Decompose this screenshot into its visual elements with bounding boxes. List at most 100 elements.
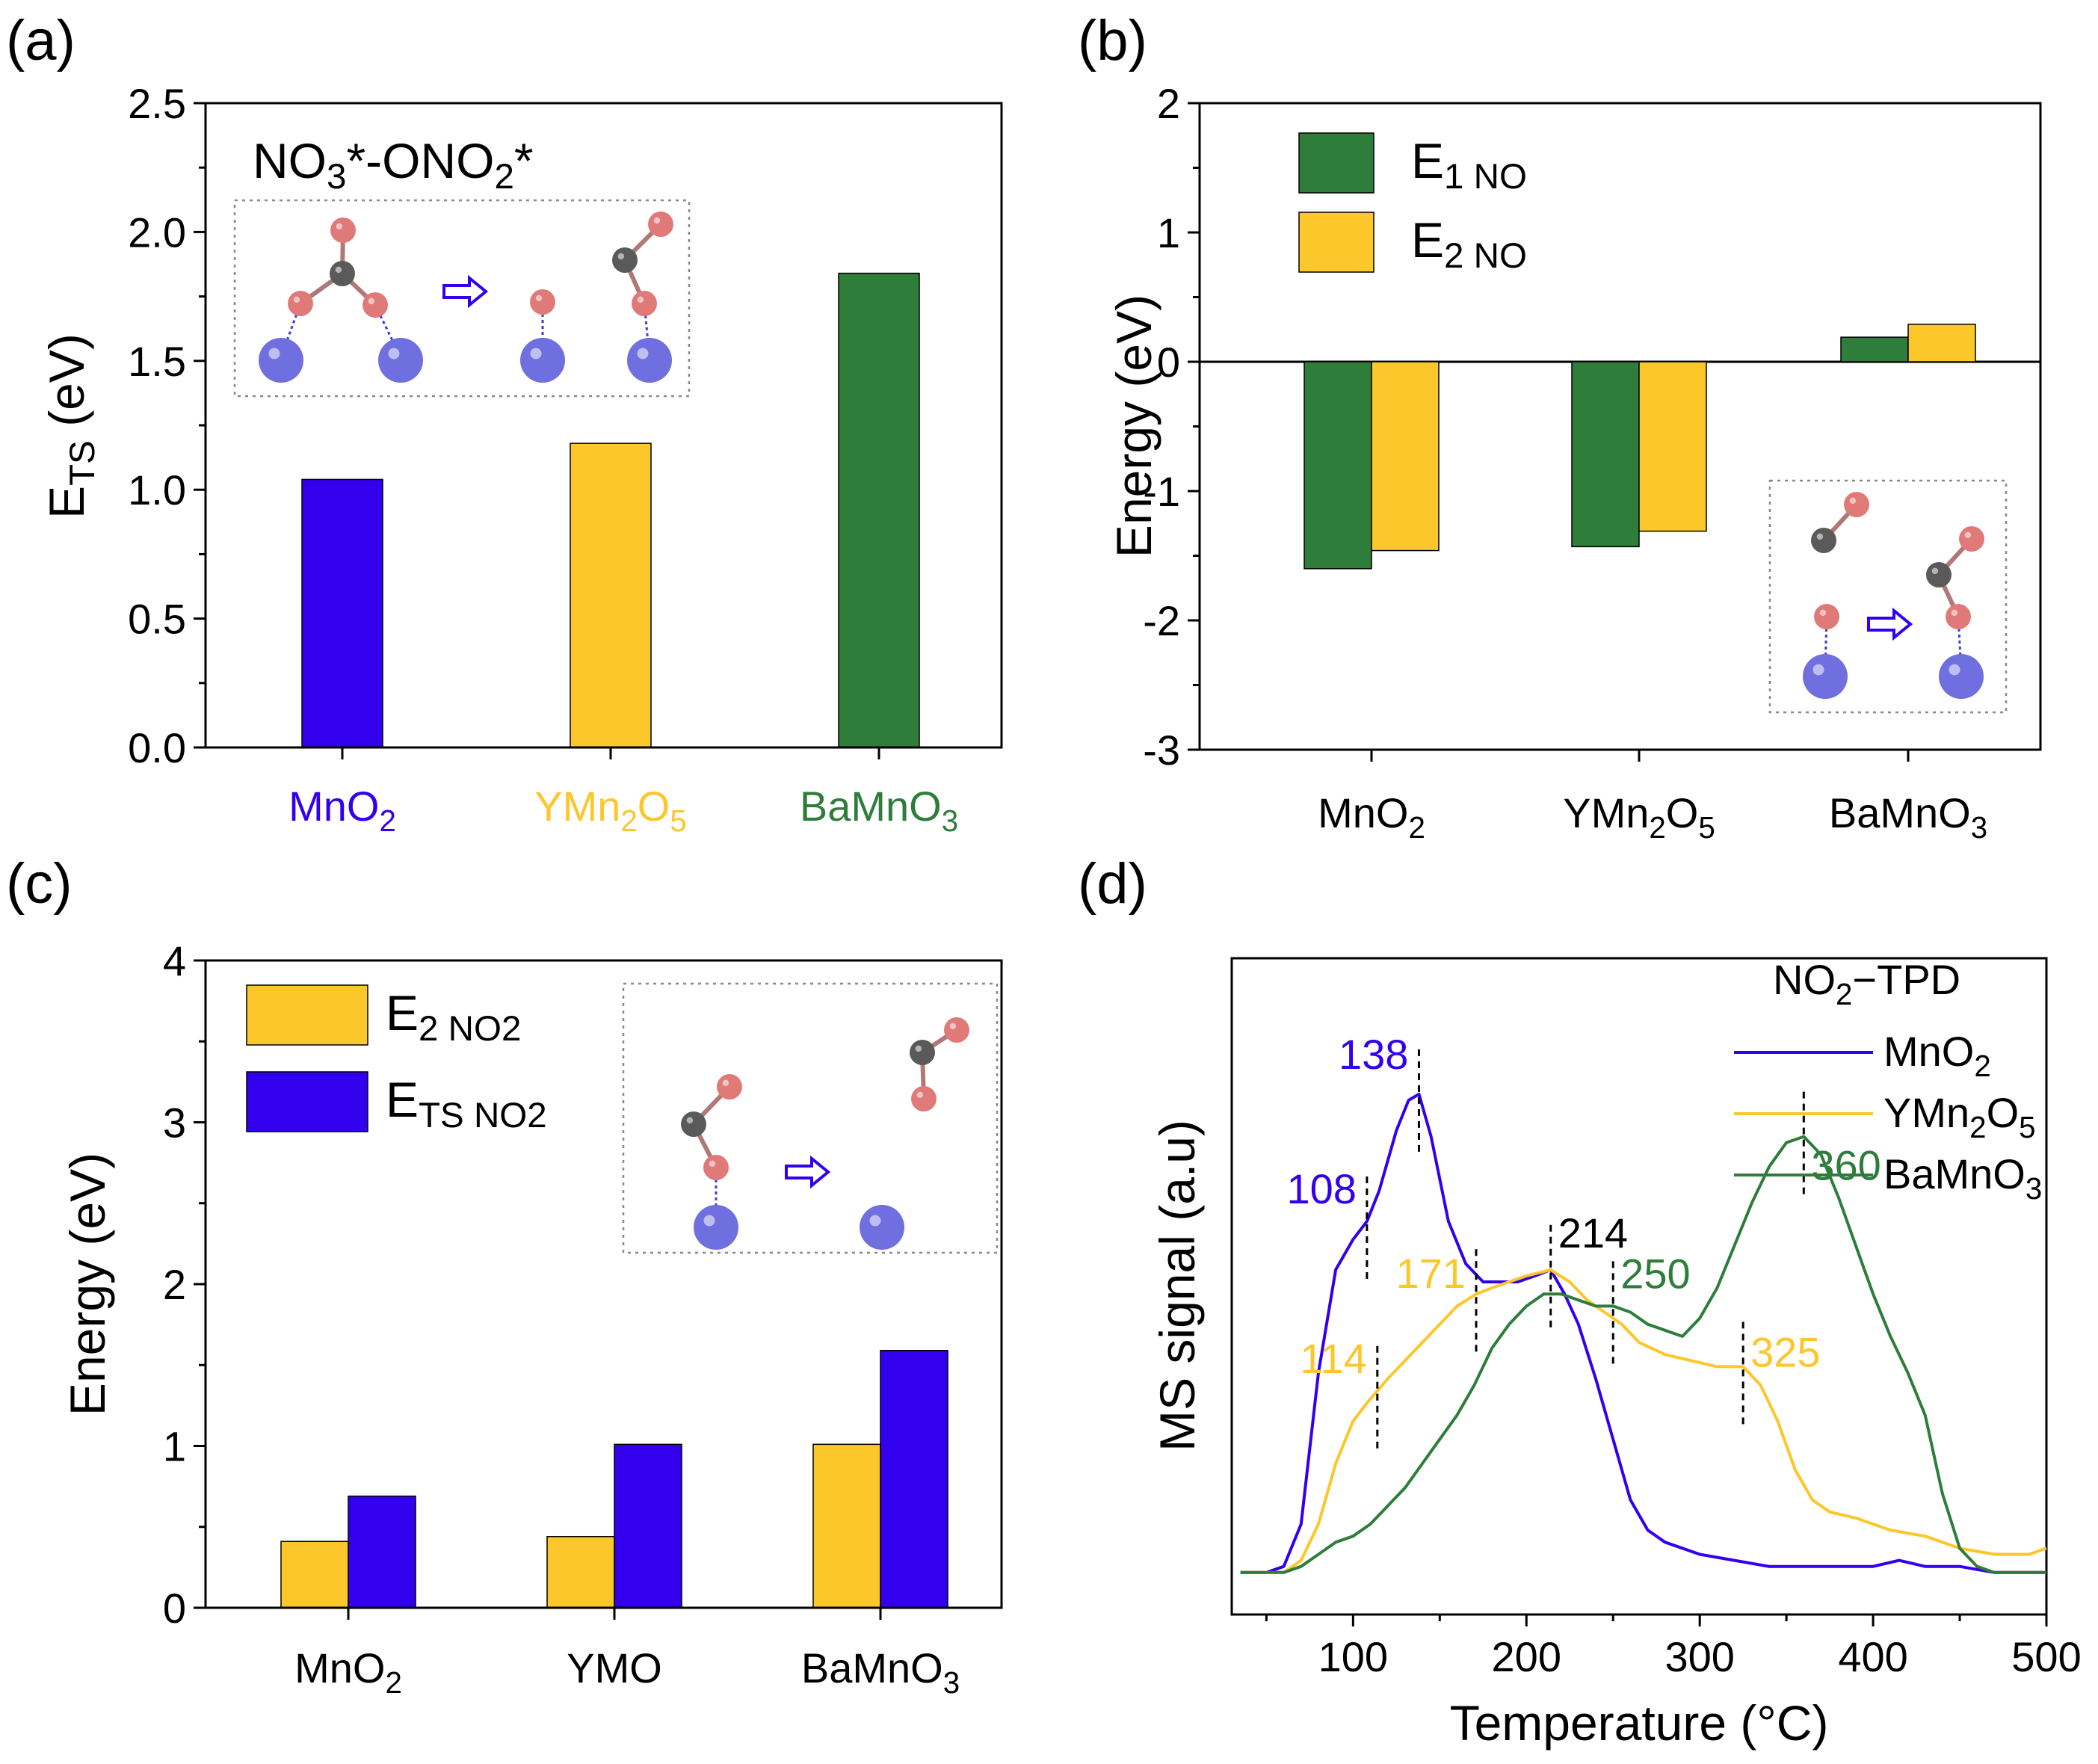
- c-o-atom: [717, 1074, 742, 1100]
- b-inset-box: [1768, 479, 2008, 714]
- bar-E2-NO2-MnO2: [280, 1541, 349, 1609]
- a-o-atom-shine: [653, 217, 661, 224]
- d-xtick-label: 300: [1664, 1633, 1734, 1680]
- d-axes-frame: [1230, 957, 2048, 1616]
- line-series-MnO2: [1240, 1092, 2046, 1574]
- c-metal-atom-shine: [703, 1215, 715, 1227]
- bar-MnO2: [301, 478, 383, 748]
- a-o-atom: [632, 291, 657, 316]
- bar-ETS-NO2-BaMnO3: [880, 1350, 948, 1609]
- b-o-atom: [1959, 526, 1984, 552]
- d-legend-label: BaMnO3: [1883, 1150, 2042, 1206]
- bar-E1-NO-YMn2O5: [1571, 361, 1640, 548]
- b-n-atom: [1926, 562, 1952, 588]
- a-y-axis-title: ETS (eV): [39, 333, 102, 519]
- d-xtick-label: 200: [1492, 1633, 1561, 1680]
- panel-label-b: (b): [1078, 9, 1147, 73]
- a-o-atom: [288, 291, 313, 316]
- c-n-atom-shine: [686, 1117, 694, 1124]
- b-legend-label: E1 NO: [1411, 133, 1527, 197]
- a-inset-box: [233, 199, 691, 398]
- a-ytick-label: 2.0: [128, 209, 186, 256]
- d-peak-label-360: 360: [1811, 1142, 1881, 1189]
- c-legend-label: ETS NO2: [386, 1072, 547, 1135]
- a-o-atom-shine: [293, 296, 300, 303]
- c-o-atom-shine: [916, 1091, 924, 1099]
- d-legend-label: MnO2: [1883, 1028, 1991, 1083]
- c-legend-swatch: [246, 984, 368, 1046]
- c-metal-atom-shine: [869, 1215, 881, 1227]
- b-o-atom-shine: [1849, 497, 1857, 505]
- d-xtick-label: 500: [2011, 1633, 2081, 1680]
- b-o-atom-shine: [1964, 531, 1972, 539]
- c-ytick-label: 4: [163, 937, 186, 984]
- c-o-atom-shine: [722, 1079, 729, 1087]
- a-metal-atom: [627, 338, 672, 383]
- x-label-YMn2O5: YMn2O5: [534, 783, 687, 838]
- line-series-YMn2O5: [1240, 1268, 2047, 1574]
- panel-d: (d) 100 200 300 400 500 Temperature (°C) MS sig…: [1078, 852, 2082, 1751]
- b-arrow-icon: [1867, 607, 1913, 641]
- a-o-atom: [330, 218, 356, 243]
- a-o-atom: [530, 289, 555, 315]
- a-o-atom-shine: [637, 296, 644, 303]
- a-metal-atom-shine: [530, 348, 542, 360]
- a-metal-atom: [520, 338, 565, 383]
- c-o-atom: [703, 1155, 729, 1180]
- a-arrow-icon: [442, 274, 489, 309]
- bar-E1-NO-BaMnO3: [1840, 336, 1909, 363]
- x-label-MnO2: MnO2: [289, 783, 396, 838]
- c-inset-box: [622, 982, 999, 1254]
- c-n-atom: [681, 1111, 706, 1137]
- a-o-atom: [648, 212, 673, 237]
- b-ytick-label: 2: [1157, 80, 1180, 127]
- b-ytick-label: 1: [1157, 209, 1180, 256]
- panel-label-d: (d): [1078, 852, 1147, 916]
- c-x-label-YMO: YMO: [567, 1644, 662, 1691]
- c-x-label-BaMnO3: BaMnO3: [801, 1644, 960, 1700]
- bar-E2-NO-BaMnO3: [1907, 324, 1976, 363]
- b-ytick-label: 0: [1157, 339, 1180, 386]
- bar-E2-NO-YMn2O5: [1638, 361, 1707, 532]
- b-n-atom-shine: [1931, 567, 1939, 575]
- bar-BaMnO3: [838, 272, 920, 748]
- d-peak-label-138: 138: [1339, 1031, 1408, 1078]
- bar-YMn2O5: [570, 442, 652, 748]
- b-legend-swatch: [1298, 212, 1375, 273]
- panel-label-a: (a): [6, 9, 75, 73]
- x-label-BaMnO3: BaMnO3: [800, 783, 958, 838]
- d-peak-label-114: 114: [1301, 1335, 1367, 1382]
- c-ytick-label: 1: [163, 1423, 186, 1470]
- c-x-label-MnO2: MnO2: [294, 1644, 402, 1700]
- d-legend-title: NO2−TPD: [1773, 956, 1960, 1011]
- b-ytick-label: -2: [1143, 597, 1180, 644]
- c-arrow-icon: [785, 1155, 831, 1189]
- b-metal-atom: [1803, 654, 1848, 699]
- d-xtick-label: 400: [1838, 1633, 1907, 1680]
- b-ytick-label: -1: [1143, 468, 1180, 515]
- a-o-atom-shine: [535, 294, 543, 302]
- bar-ETS-NO2-MnO2: [348, 1495, 416, 1609]
- b-o-atom: [1844, 492, 1869, 517]
- a-reaction-annotation: NO3*-ONO2*: [253, 133, 534, 197]
- bar-ETS-NO2-YMO: [614, 1443, 682, 1609]
- c-ytick-label: 3: [163, 1100, 186, 1147]
- b-legend-label: E2 NO: [1411, 212, 1527, 276]
- b-legend-swatch: [1298, 132, 1375, 194]
- b-o-atom: [1814, 604, 1839, 629]
- b-x-label-BaMnO3: BaMnO3: [1829, 789, 1987, 845]
- line-series-BaMnO3: [1240, 1135, 2046, 1574]
- b-ytick-label: -3: [1143, 727, 1180, 774]
- bar-E2-NO2-BaMnO3: [812, 1443, 881, 1609]
- b-metal-atom-shine: [1812, 664, 1824, 676]
- d-peak-label-171: 171: [1396, 1250, 1466, 1297]
- c-ytick-label: 2: [163, 1261, 186, 1308]
- d-xtick-label: 100: [1318, 1633, 1388, 1680]
- d-x-axis-title: Temperature (°C): [1450, 1695, 1829, 1751]
- c-n-atom-shine: [915, 1045, 922, 1052]
- a-n-atom-shine: [335, 266, 342, 274]
- c-legend-label: E2 NO2: [386, 985, 521, 1049]
- d-peak-label-214: 214: [1558, 1209, 1628, 1256]
- panel-a: (a) MnO2 YMn2O5 BaMnO3 0.0 0.5 1.0 1.5 2.0 2.5 ETS…: [6, 9, 1003, 838]
